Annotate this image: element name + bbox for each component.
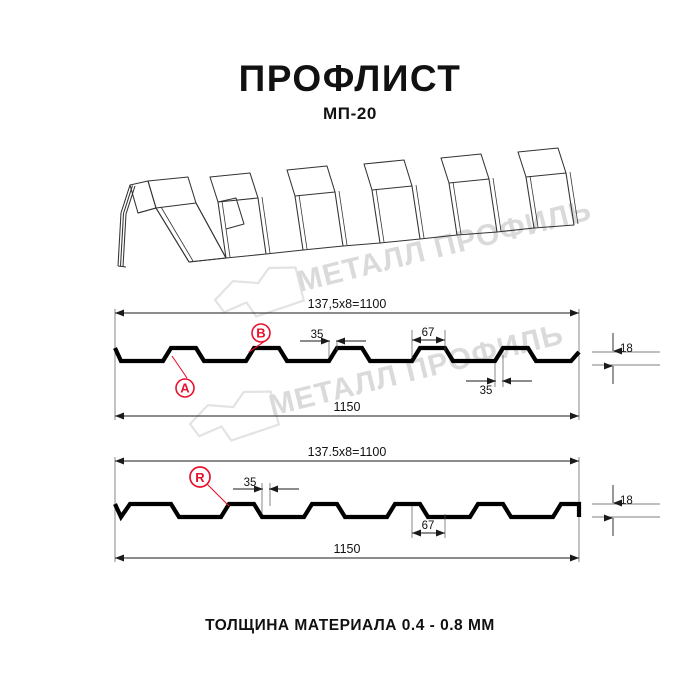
dim-valley-top: 67 (411, 327, 446, 358)
dim-total-bottom: 1150 (115, 542, 579, 562)
page-title: ПРОФЛИСТ (238, 58, 462, 99)
dim-crest-top: 35 (300, 329, 366, 358)
dim-pitch-top-label: 137,5x8=1100 (308, 297, 387, 311)
marker-r: R (189, 466, 230, 507)
dim-height-bottom-label: 18 (620, 495, 633, 507)
dim-pitch-bottom-label: 137.5x8=1100 (308, 445, 387, 459)
dim-valley-bottom: 67 (411, 506, 446, 538)
dim-crest-bottom-label: 35 (244, 477, 257, 489)
dim-pitch-bottom: 137.5x8=1100 (115, 445, 579, 465)
dim-crest-top-lower-label: 35 (480, 385, 493, 397)
dim-pitch-top: 137,5x8=1100 (115, 297, 579, 317)
profile-outline-top (113, 345, 581, 364)
watermark-lower: МЕТАЛЛ ПРОФИЛЬ (188, 318, 567, 442)
dim-height-top-label: 18 (620, 343, 633, 355)
dim-total-bottom-label: 1150 (334, 542, 361, 556)
material-thickness-caption: ТОЛЩИНА МАТЕРИАЛА 0.4 - 0.8 ММ (205, 617, 495, 634)
dim-valley-bottom-label: 67 (422, 520, 435, 532)
dim-total-top: 1150 (115, 400, 579, 420)
profiled-sheet-isometric (117, 147, 579, 268)
marker-r-label: R (195, 470, 205, 485)
dim-crest-bottom: 35 (233, 477, 299, 514)
dim-height-top: 18 (604, 333, 633, 384)
marker-a: A (171, 355, 195, 398)
dim-crest-top-label: 35 (311, 329, 324, 341)
dim-total-top-label: 1150 (334, 400, 361, 414)
page-subtitle: МП-20 (323, 104, 377, 123)
section-top: 137,5x8=1100 A B 35 (113, 297, 660, 420)
dim-crest-top-lower: 35 (466, 355, 532, 397)
marker-b: B (248, 323, 271, 353)
dim-height-bottom: 18 (604, 485, 633, 536)
marker-a-label: A (180, 381, 190, 396)
watermark-upper: МЕТАЛЛ ПРОФИЛЬ (213, 194, 595, 318)
dim-valley-top-label: 67 (422, 327, 435, 339)
profile-outline-bottom (113, 501, 582, 522)
marker-b-label: B (256, 326, 265, 341)
section-bottom: 137.5x8=1100 R 35 (113, 445, 660, 562)
